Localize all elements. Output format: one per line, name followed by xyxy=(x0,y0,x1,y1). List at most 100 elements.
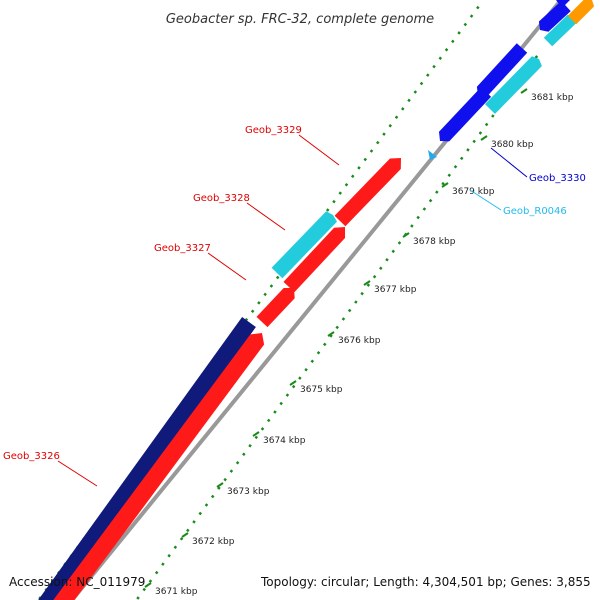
forward-cds-feature xyxy=(334,158,401,227)
inner-ruler-dot xyxy=(179,537,184,541)
inner-ruler-dot xyxy=(366,283,371,287)
gene-label: Geob_3328 xyxy=(193,193,250,204)
inner-ruler-dot xyxy=(484,122,489,127)
outer-ruler-dot xyxy=(401,107,405,111)
ruler-ticks: 3671 kbp 3672 kbp 3673 kbp 3674 kbp 3675 kbp… xyxy=(144,88,574,597)
feature-track xyxy=(38,0,595,600)
outer-ruler-dot xyxy=(357,166,361,170)
inner-ruler-dot xyxy=(466,148,470,152)
tick-mark xyxy=(402,232,410,238)
inner-ruler-dot xyxy=(385,258,389,262)
tick-label: 3678 kbp xyxy=(413,237,456,247)
tick-mark xyxy=(520,88,528,94)
map-title: Geobacter sp. FRC-32, complete genome xyxy=(166,12,434,27)
tick-mark xyxy=(181,532,189,538)
outer-ruler-dot xyxy=(257,301,261,305)
leader-line xyxy=(207,252,247,281)
rna-feature xyxy=(485,56,542,114)
leader-line xyxy=(298,134,340,166)
tick-label: 3675 kbp xyxy=(300,385,343,395)
tick-label: 3677 kbp xyxy=(374,285,417,295)
rna-feature xyxy=(428,150,437,160)
inner-ruler-dot xyxy=(441,181,445,186)
inner-ruler-dot xyxy=(217,486,221,490)
inner-ruler-dot xyxy=(291,384,296,389)
outer-ruler-dot xyxy=(438,56,443,60)
inner-ruler-dot xyxy=(416,215,420,220)
topology-text: Topology: circular; Length: 4,304,501 bp… xyxy=(260,575,591,589)
outer-ruler-dot xyxy=(325,208,330,212)
tick-label: 3674 kbp xyxy=(263,436,306,446)
inner-ruler-dot xyxy=(428,198,433,203)
inner-ruler-dot xyxy=(397,241,402,245)
outer-ruler-dot xyxy=(426,73,430,77)
reverse-cds-feature xyxy=(538,0,571,32)
leader-line xyxy=(490,147,528,178)
leader-line xyxy=(469,189,502,211)
outer-ruler-dot xyxy=(376,140,380,145)
inner-ruler-dot xyxy=(310,359,315,363)
gene-label: Geob_3329 xyxy=(245,125,302,136)
inner-ruler-dot xyxy=(223,477,227,482)
inner-ruler-dot xyxy=(341,317,346,321)
accession-text: Accession: NC_011979 xyxy=(9,575,145,589)
tick-label: 3672 kbp xyxy=(192,537,235,547)
tick-label: 3671 kbp xyxy=(155,587,198,597)
inner-ruler-dot xyxy=(204,503,209,507)
outer-ruler-dot xyxy=(350,174,355,179)
outer-ruler-dot xyxy=(388,123,393,128)
tick-label: 3681 kbp xyxy=(531,93,574,103)
inner-ruler-dot xyxy=(266,418,271,423)
inner-ruler-dot xyxy=(472,139,476,144)
inner-ruler-dot xyxy=(435,190,439,194)
tick-mark xyxy=(480,135,488,141)
outer-ruler-dot xyxy=(407,98,411,103)
inner-ruler-dot xyxy=(372,274,377,279)
inner-ruler-dot xyxy=(298,376,302,380)
reverse-cds-feature xyxy=(476,43,528,97)
inner-ruler-dot xyxy=(254,435,259,440)
inner-ruler-dot xyxy=(453,165,458,169)
inner-ruler-dot xyxy=(347,308,352,313)
outer-ruler-dot xyxy=(457,31,461,35)
inner-ruler-dot xyxy=(379,266,383,270)
outer-ruler-dot xyxy=(369,149,374,153)
tick-mark xyxy=(252,431,260,437)
inner-ruler-dot xyxy=(161,562,165,566)
inner-ruler-dot xyxy=(142,587,146,592)
inner-ruler-dot xyxy=(335,325,339,330)
outer-ruler-dot xyxy=(332,199,336,204)
reverse-cds-feature xyxy=(439,87,492,142)
outer-ruler-dot xyxy=(419,81,424,86)
gene-labels: Geob_3326 Geob_3327 Geob_3328 Geob_3329 Geob… xyxy=(3,125,586,487)
tick-mark xyxy=(144,582,152,588)
inner-ruler-dot xyxy=(410,224,414,228)
inner-ruler-dot xyxy=(285,393,290,397)
inner-ruler-dot xyxy=(478,131,483,135)
inner-ruler-dot xyxy=(304,367,308,372)
inner-ruler-dot xyxy=(260,427,265,431)
inner-ruler-dot xyxy=(154,570,159,575)
rna-feature xyxy=(271,211,337,279)
outer-ruler-dot xyxy=(344,182,349,187)
inner-ruler-dot xyxy=(242,452,246,457)
inner-ruler-dot xyxy=(229,469,234,473)
forward-cds-feature xyxy=(283,227,345,293)
inner-ruler-dot xyxy=(422,207,427,211)
outer-ruler-dot xyxy=(451,39,455,44)
reverse-cds-feature xyxy=(556,0,570,8)
outer-ruler-dot xyxy=(469,14,474,18)
inner-ruler-dot xyxy=(391,249,395,254)
inner-ruler-dot xyxy=(210,494,215,499)
tick-mark xyxy=(441,182,449,188)
inner-ruler-dot xyxy=(173,545,178,550)
inner-ruler-dot xyxy=(491,114,495,118)
tick-mark xyxy=(327,331,335,337)
reverse-cds-feature xyxy=(38,317,256,600)
outer-ruler-dot xyxy=(338,191,342,195)
forward-cds-feature xyxy=(256,288,295,328)
rna-feature xyxy=(543,14,576,47)
tick-mark xyxy=(363,280,371,286)
leader-line xyxy=(57,460,98,487)
